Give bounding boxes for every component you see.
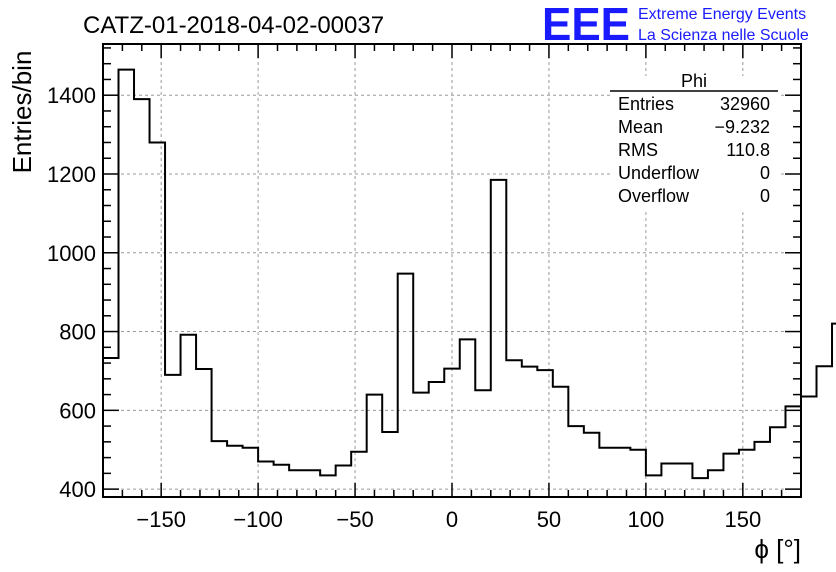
x-tick-label: 100 [628, 507, 665, 532]
y-tick-label: 1400 [47, 83, 96, 108]
x-tick-label: −150 [136, 507, 186, 532]
stats-row-value: 0 [760, 163, 770, 183]
histogram-bin [754, 442, 770, 497]
histogram-bin [630, 450, 646, 497]
histogram-bin [305, 470, 321, 497]
histogram-bin [460, 339, 476, 497]
y-tick-label: 600 [59, 398, 96, 423]
histogram-bin [646, 475, 662, 497]
stats-row-value: 110.8 [726, 140, 770, 160]
histogram-bin [150, 142, 166, 497]
axis-ticks [102, 44, 802, 497]
histogram-bin [212, 441, 228, 497]
histogram-bin [258, 462, 274, 497]
y-tick-label: 800 [59, 320, 96, 345]
histogram-bin [708, 470, 724, 497]
stats-row-value: 32960 [720, 94, 770, 114]
histogram-bin [770, 427, 786, 497]
stats-row-label: Underflow [618, 163, 700, 183]
histogram-bin [615, 448, 631, 497]
histogram-bin [382, 432, 398, 497]
stats-box-background [610, 76, 778, 211]
histogram-bin [537, 370, 553, 497]
histogram-bin [475, 390, 491, 497]
histogram-bin [739, 450, 755, 497]
histogram-bin [227, 446, 243, 497]
histogram-bin [274, 465, 290, 497]
stats-rows: Entries 32960 Mean −9.232 RMS 110.8 Underflow 0… [618, 94, 770, 206]
histogram-bin [134, 99, 150, 497]
histogram-bin [165, 375, 181, 497]
y-tick-label: 1000 [47, 241, 96, 266]
histogram-bin [723, 454, 739, 497]
histogram-bin [692, 478, 708, 497]
logo-line-2: La Scienza nelle Scuole [638, 27, 809, 44]
histogram-bin [522, 367, 538, 497]
x-tick-label: 50 [537, 507, 561, 532]
histogram-bin [553, 387, 569, 497]
histogram-bin [367, 395, 383, 497]
histogram-outline [103, 68, 836, 480]
y-tick-label: 400 [59, 477, 96, 502]
histogram-bin [584, 433, 600, 497]
histogram-bin [599, 448, 615, 497]
y-axis-label: Entries/bin [7, 51, 37, 174]
x-tick-label: −100 [233, 507, 283, 532]
chart-title: CATZ-01-2018-04-02-00037 [83, 12, 384, 39]
eee-logo: EEE Extreme Energy Events La Scienza nel… [542, 0, 809, 50]
x-tick-label: −50 [336, 507, 373, 532]
histogram-bin [568, 426, 584, 497]
histogram-bin [661, 464, 677, 497]
histogram-bin [785, 406, 801, 497]
logo-line-1: Extreme Energy Events [638, 6, 806, 23]
stats-row-label: Entries [618, 94, 674, 114]
stats-row-label: RMS [618, 140, 658, 160]
histogram-bin [444, 369, 460, 497]
stats-row-label: Mean [618, 117, 663, 137]
histogram-bin [336, 465, 352, 497]
histogram-bin [491, 180, 507, 497]
histogram-bin [119, 70, 135, 497]
axis-tick-labels: −150 −100 −50 0 50 100 150 400 600 800 1000 1200 140… [47, 83, 761, 532]
histogram-bin [506, 360, 522, 497]
stats-row-label: Overflow [618, 186, 690, 206]
histogram-series [103, 68, 836, 497]
histogram-bin [351, 452, 367, 497]
x-tick-label: 0 [446, 507, 458, 532]
histogram-bin [196, 369, 212, 497]
stats-box: Phi Entries 32960 Mean −9.232 RMS 110.8 Underf… [610, 71, 778, 211]
x-axis-label: ϕ [°] [754, 534, 801, 564]
histogram-bin [817, 366, 833, 497]
histogram-bin [801, 397, 817, 497]
histogram-bin [429, 382, 445, 497]
histogram-bin [832, 324, 836, 497]
histogram-bin [398, 274, 414, 497]
stats-row-value: −9.232 [714, 117, 770, 137]
histogram-bin [320, 475, 336, 497]
histogram-bin [413, 393, 429, 497]
stats-box-title: Phi [681, 71, 707, 91]
logo-mark: EEE [542, 0, 630, 50]
histogram-bin [181, 335, 197, 497]
stats-row-value: 0 [760, 186, 770, 206]
x-tick-label: 150 [724, 507, 761, 532]
y-tick-label: 1200 [47, 162, 96, 187]
histogram-bin [243, 448, 259, 497]
